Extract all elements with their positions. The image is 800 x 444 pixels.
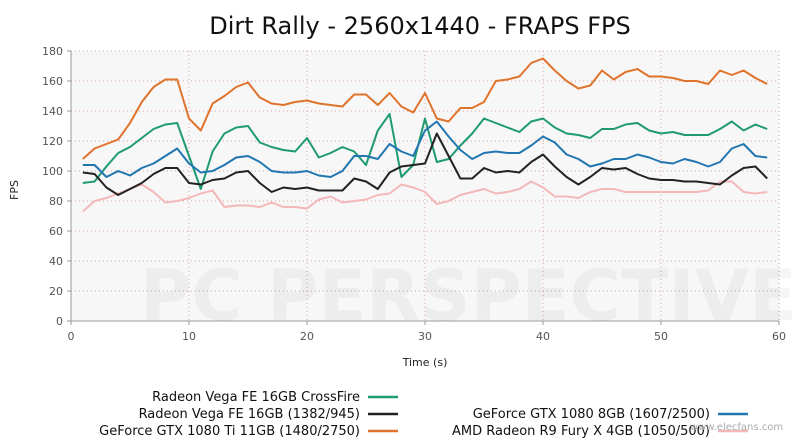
- y-axis-label: FPS: [8, 180, 21, 200]
- x-tick-label: 40: [536, 330, 550, 343]
- y-tick-label: 180: [42, 45, 63, 58]
- chart-title: Dirt Rally - 2560x1440 - FRAPS FPS: [209, 12, 630, 40]
- y-tick-label: 120: [42, 135, 63, 148]
- y-tick-label: 0: [56, 315, 63, 328]
- y-tick-label: 60: [49, 225, 63, 238]
- series-line-3: [82, 120, 768, 178]
- legend-label: Radeon Vega FE 16GB (1382/945): [139, 407, 360, 422]
- y-tick-label: 160: [42, 75, 63, 88]
- legend-label: GeForce GTX 1080 8GB (1607/2500): [473, 407, 710, 422]
- legend-label: AMD Radeon R9 Fury X 4GB (1050/500): [452, 424, 710, 439]
- watermark: PC PERSPECTIVE: [140, 255, 797, 337]
- x-tick-label: 0: [68, 330, 75, 343]
- watermark-site: www.elecfans.com: [690, 422, 783, 433]
- legend-label: Radeon Vega FE 16GB CrossFire: [152, 390, 360, 405]
- series-line-0: [82, 113, 768, 190]
- y-tick-label: 40: [49, 255, 63, 268]
- y-tick-label: 20: [49, 285, 63, 298]
- x-tick-label: 60: [772, 330, 786, 343]
- x-axis-label: Time (s): [402, 356, 448, 369]
- series-line-4: [82, 180, 768, 213]
- x-tick-label: 10: [182, 330, 196, 343]
- series-line-2: [82, 57, 768, 160]
- legend-label: GeForce GTX 1080 Ti 11GB (1480/2750): [99, 424, 360, 439]
- x-tick-label: 20: [300, 330, 314, 343]
- y-tick-label: 100: [42, 165, 63, 178]
- y-tick-label: 140: [42, 105, 63, 118]
- x-tick-label: 30: [418, 330, 432, 343]
- y-tick-label: 80: [49, 195, 63, 208]
- series-line-1: [82, 132, 768, 196]
- x-tick-label: 50: [654, 330, 668, 343]
